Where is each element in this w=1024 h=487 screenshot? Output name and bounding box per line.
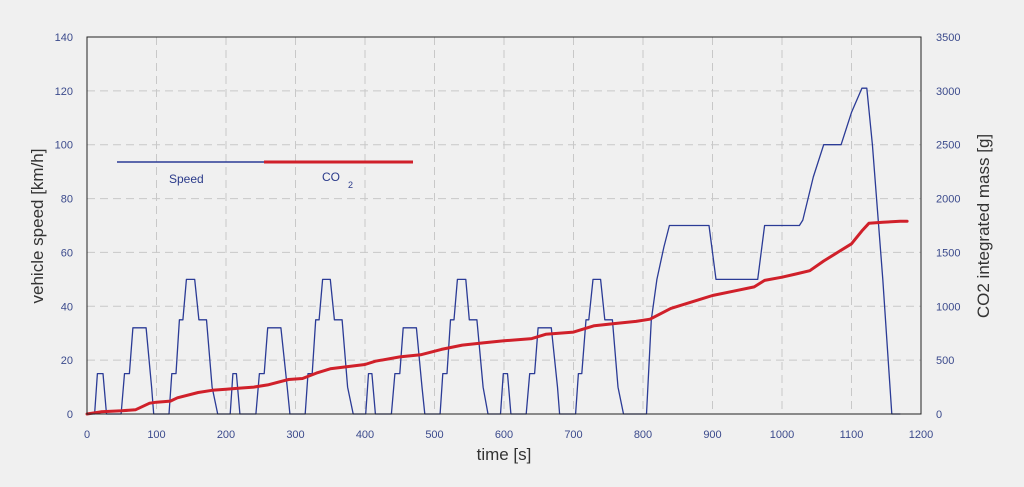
series-layer: [85, 87, 909, 416]
x-tick-label: 1200: [909, 429, 933, 441]
x-tick-label: 100: [147, 429, 165, 441]
x-tick-label: 600: [495, 429, 513, 441]
y-right-tick-label: 2000: [936, 194, 960, 206]
legend-co2-label: CO: [322, 170, 340, 184]
legend-speed-label: Speed: [169, 172, 204, 186]
y-left-tick-label: 120: [55, 86, 73, 98]
y-left-tick-label: 140: [55, 32, 73, 44]
y-right-tick-label: 0: [936, 409, 942, 421]
x-tick-label: 1000: [770, 429, 794, 441]
series-line-speed: [86, 87, 901, 415]
x-tick-label: 300: [286, 429, 304, 441]
x-axis-title: time [s]: [477, 445, 532, 464]
y-right-tick-label: 1000: [936, 301, 960, 313]
x-tick-label: 1100: [840, 429, 864, 441]
y-right-tick-label: 2500: [936, 140, 960, 152]
plot-frame: [86, 36, 922, 415]
y-right-tick-label: 3500: [936, 32, 960, 44]
x-tick-label: 400: [356, 429, 374, 441]
y-axis-right-title: CO2 integrated mass [g]: [974, 134, 993, 318]
y-left-tick-label: 100: [55, 140, 73, 152]
x-tick-label: 500: [425, 429, 443, 441]
x-tick-label: 0: [84, 429, 90, 441]
y-left-tick-label: 60: [61, 247, 73, 259]
y-axis-left-title: vehicle speed [km/h]: [28, 149, 47, 304]
y-left-tick-label: 40: [61, 301, 73, 313]
tick-labels: 0 100 200 300 400 500 600 700 800 900 1000 1100 1200…: [55, 32, 961, 441]
y-right-tick-label: 1500: [936, 247, 960, 259]
x-tick-label: 700: [564, 429, 582, 441]
legend: Speed CO 2: [117, 160, 413, 190]
y-right-tick-label: 500: [936, 355, 954, 367]
x-tick-label: 900: [703, 429, 721, 441]
legend-co2-subscript: 2: [348, 180, 353, 190]
y-left-tick-label: 80: [61, 194, 73, 206]
y-left-tick-label: 0: [67, 409, 73, 421]
x-tick-label: 200: [217, 429, 235, 441]
grid: [87, 37, 921, 414]
x-tick-label: 800: [634, 429, 652, 441]
y-right-tick-label: 3000: [936, 86, 960, 98]
series-line-co2: [85, 219, 909, 416]
y-left-tick-label: 20: [61, 355, 73, 367]
